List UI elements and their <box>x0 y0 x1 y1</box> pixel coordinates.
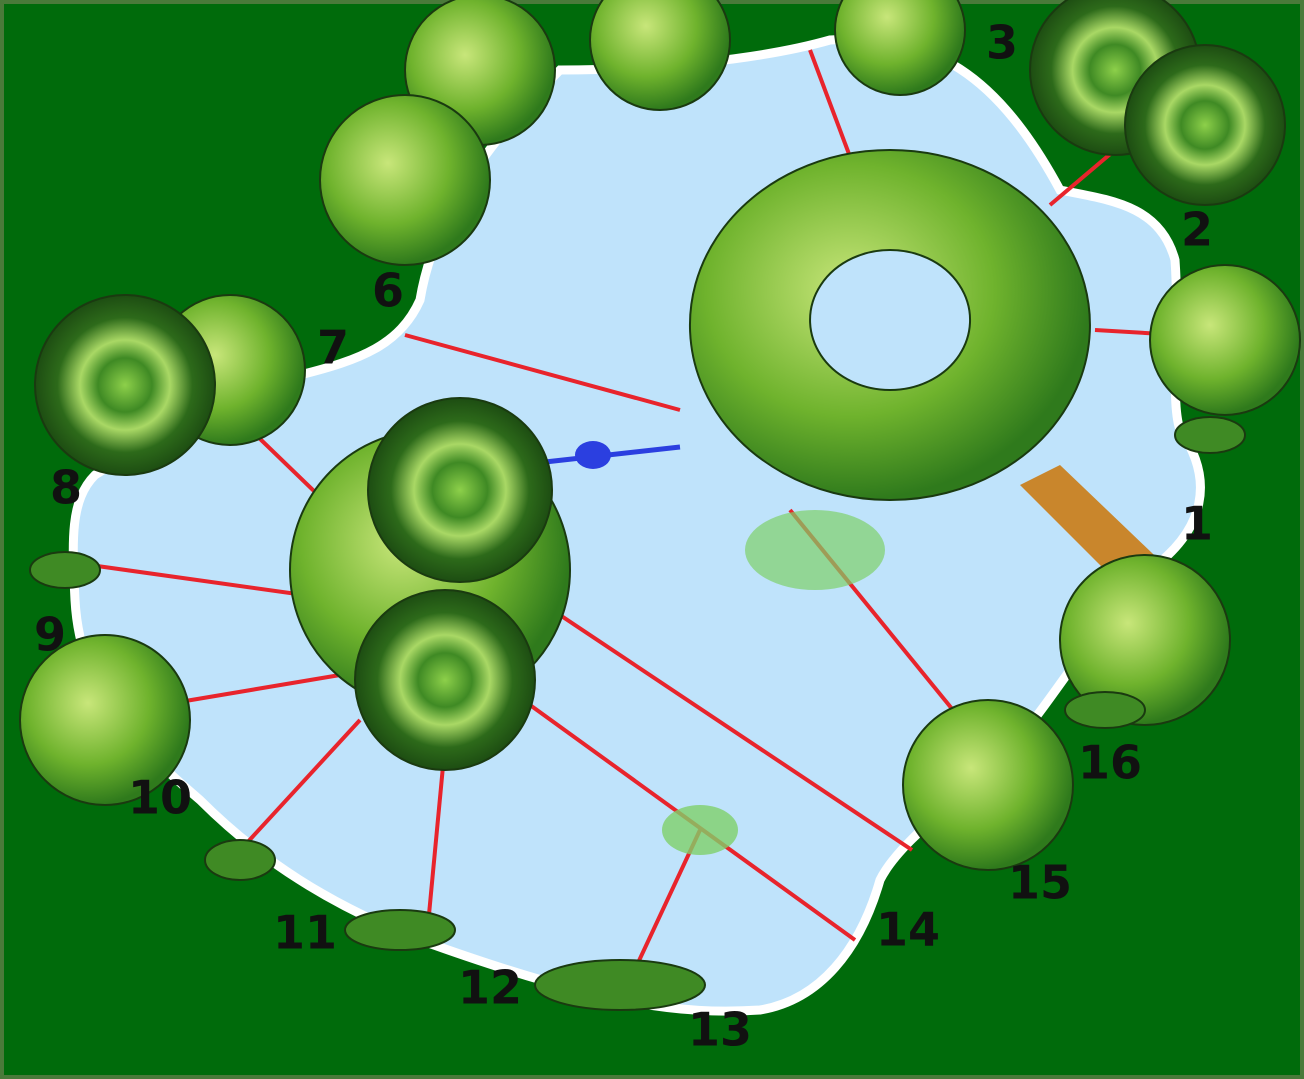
tree <box>903 700 1073 870</box>
shrub <box>205 840 275 880</box>
spot-label: 8 <box>50 461 82 515</box>
shrub <box>535 960 705 1010</box>
shrub <box>1175 417 1245 453</box>
tree <box>1125 45 1285 205</box>
flower-patch <box>745 510 885 590</box>
spot-label: 3 <box>986 16 1018 70</box>
shrub <box>1065 692 1145 728</box>
spot-label: 15 <box>1008 856 1072 910</box>
shrub <box>30 552 100 588</box>
spot-label: 13 <box>688 1003 752 1057</box>
map: 1 2 3 6 7 8 9 10 11 12 13 14 15 16 <box>0 0 1304 1079</box>
spot-label: 16 <box>1078 736 1142 790</box>
spot-label: 12 <box>458 961 522 1015</box>
tree <box>320 95 490 265</box>
spot-label: 11 <box>273 906 337 960</box>
spot-label: 10 <box>128 771 192 825</box>
spot-label: 2 <box>1181 203 1213 257</box>
tree <box>368 398 552 582</box>
tree <box>1150 265 1300 415</box>
tree <box>35 295 215 475</box>
page: {"labels": ["1", "2", "3", "6", "7", "8"… <box>0 0 1304 1079</box>
spot-label: 6 <box>372 264 404 318</box>
tree <box>355 590 535 770</box>
spot-label: 1 <box>1181 497 1213 551</box>
spot-label: 7 <box>317 321 349 375</box>
shrub <box>345 910 455 950</box>
blue-node <box>575 441 611 469</box>
spot-label: 9 <box>34 608 66 662</box>
flower-patch <box>662 805 738 855</box>
spot-label: 14 <box>876 903 940 957</box>
